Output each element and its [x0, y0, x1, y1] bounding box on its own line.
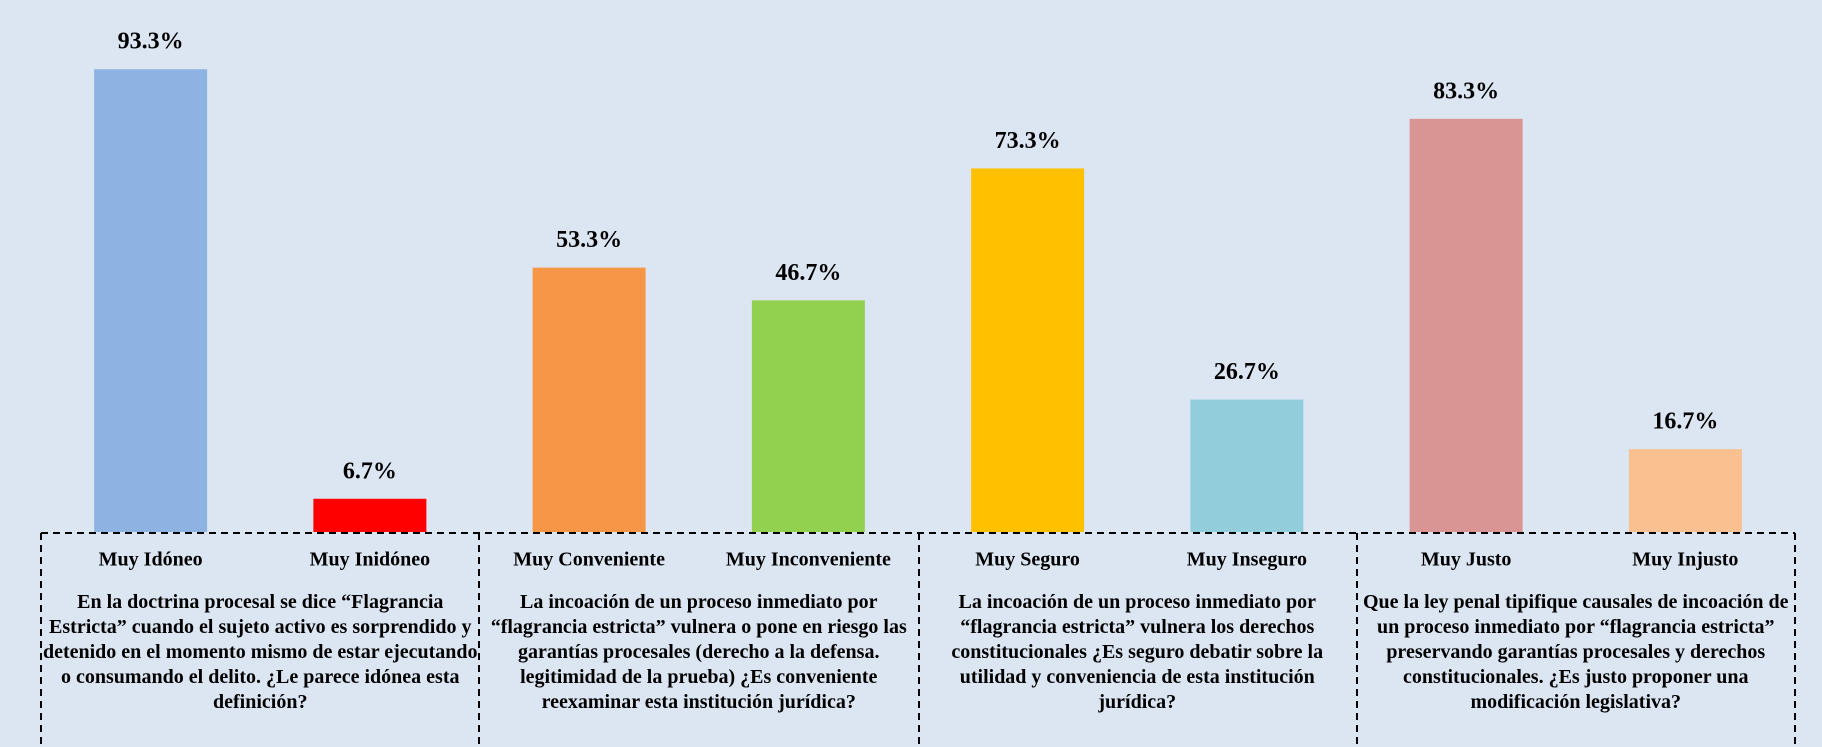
bar: [751, 300, 865, 532]
bar: [313, 498, 427, 532]
value-label: 83.3%: [1433, 78, 1499, 104]
x-tick-label: Muy Inconveniente: [726, 549, 891, 571]
dashed-frame: [40, 532, 1796, 747]
x-tick-label: Muy Seguro: [975, 549, 1080, 571]
value-label: 26.7%: [1214, 359, 1280, 385]
question-text: En la doctrina procesal se dice “Flagran…: [42, 591, 478, 713]
question-text: Que la ley penal tipifique causales de i…: [1362, 591, 1789, 713]
bar: [1190, 399, 1304, 532]
bar: [94, 69, 208, 533]
bar: [971, 168, 1085, 532]
x-tick-label: Muy Inseguro: [1187, 549, 1307, 571]
bar: [532, 267, 646, 532]
value-label: 46.7%: [775, 260, 841, 286]
value-label: 53.3%: [556, 227, 622, 253]
value-label: 93.3%: [118, 29, 184, 55]
question-text: La incoación de un proceso inmediato por…: [490, 591, 907, 713]
x-tick-label: Muy Justo: [1421, 549, 1512, 571]
x-tick-label: Muy Injusto: [1632, 549, 1738, 571]
value-label: 73.3%: [995, 128, 1061, 154]
question-text: La incoación de un proceso inmediato por…: [951, 591, 1324, 713]
value-label: 6.7%: [343, 458, 397, 484]
bar: [1628, 449, 1742, 532]
x-tick-label: Muy Conveniente: [513, 549, 665, 571]
value-label: 16.7%: [1652, 409, 1718, 435]
x-tick-label: Muy Inidóneo: [310, 549, 431, 571]
bar: [1409, 118, 1523, 532]
x-tick-label: Muy Idóneo: [99, 549, 203, 571]
